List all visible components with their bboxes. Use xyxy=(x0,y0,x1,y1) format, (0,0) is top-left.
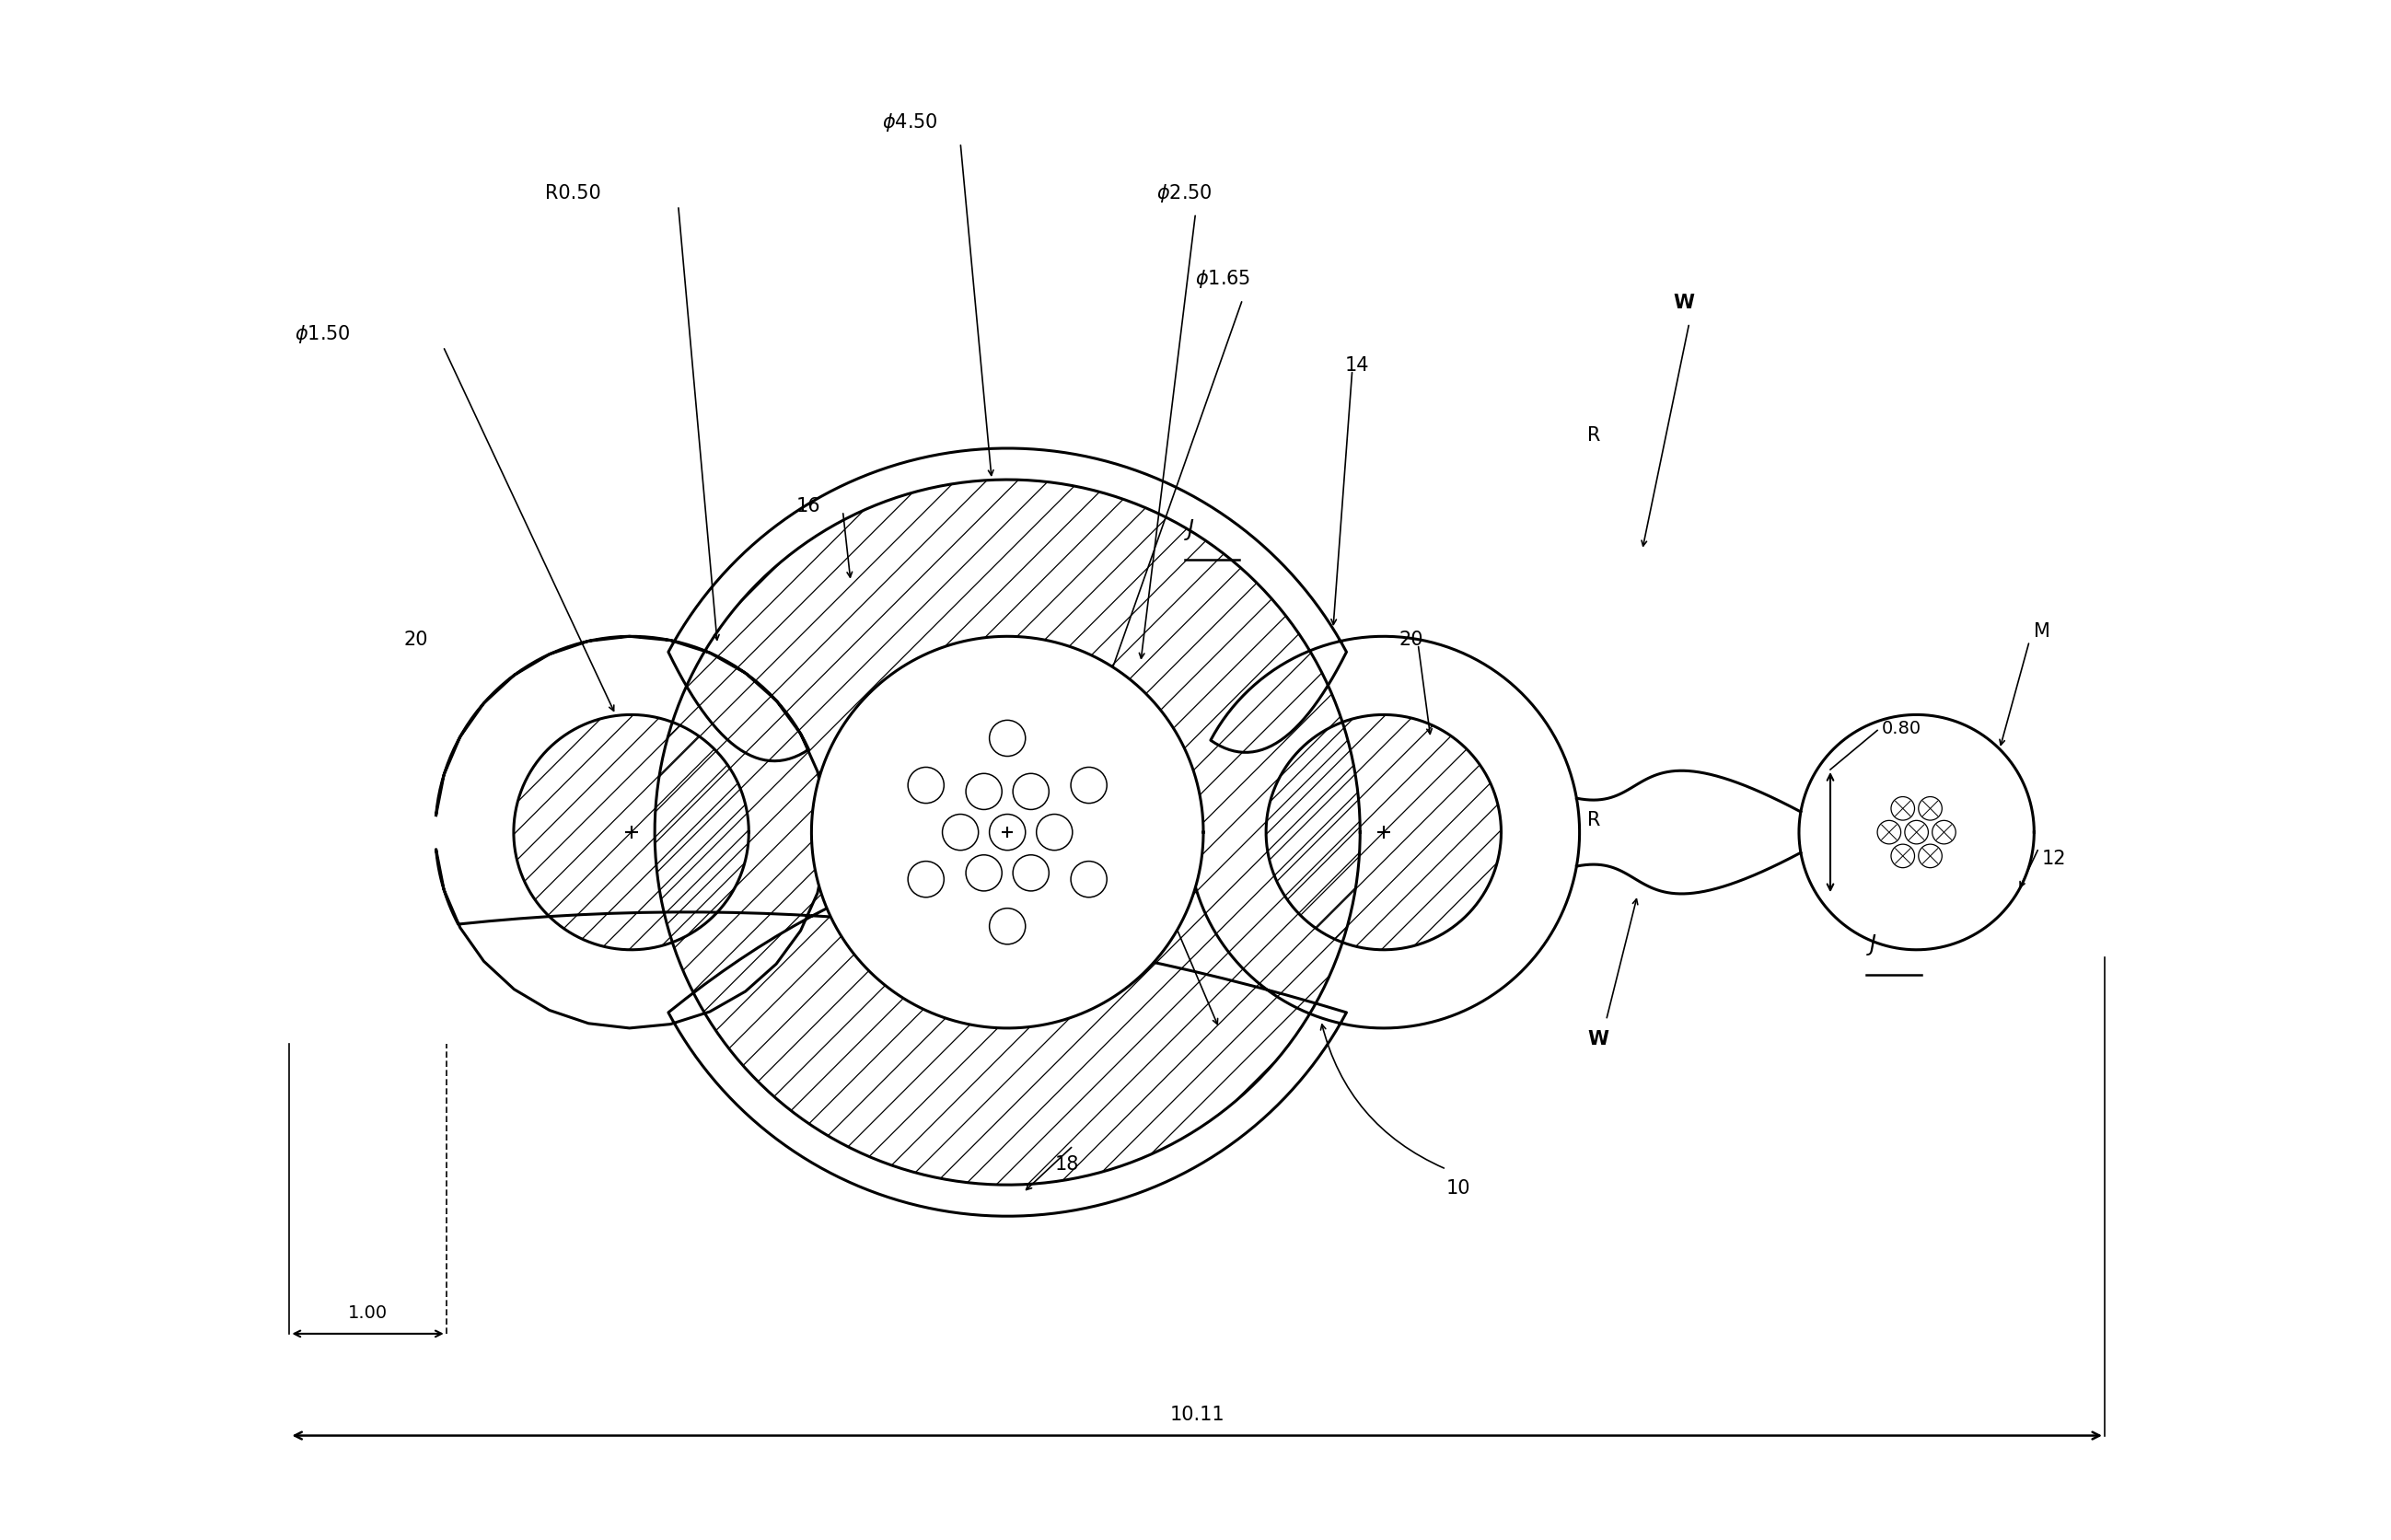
Circle shape xyxy=(1071,861,1107,898)
Circle shape xyxy=(1918,844,1941,869)
Circle shape xyxy=(990,909,1026,944)
Text: M: M xyxy=(2035,622,2051,641)
Text: 16: 16 xyxy=(1157,896,1181,915)
Polygon shape xyxy=(655,480,1360,1186)
Circle shape xyxy=(1877,821,1901,844)
Text: 20: 20 xyxy=(404,630,428,648)
Polygon shape xyxy=(435,450,1580,1217)
Circle shape xyxy=(1891,844,1915,869)
Circle shape xyxy=(990,815,1026,850)
Circle shape xyxy=(942,815,978,850)
Circle shape xyxy=(966,855,1002,892)
Text: 10: 10 xyxy=(1447,1178,1470,1197)
Text: $\phi$1.50: $\phi$1.50 xyxy=(294,323,349,345)
Text: R0.50: R0.50 xyxy=(545,183,600,202)
Text: J: J xyxy=(1188,517,1193,539)
Text: $\phi$4.50: $\phi$4.50 xyxy=(882,111,937,134)
Text: R: R xyxy=(1588,810,1600,829)
Text: $\phi$2.50: $\phi$2.50 xyxy=(1157,182,1212,203)
Text: 12: 12 xyxy=(2042,849,2066,867)
Text: 16: 16 xyxy=(796,497,820,516)
Circle shape xyxy=(1071,767,1107,804)
Polygon shape xyxy=(1576,772,1800,895)
Text: R: R xyxy=(1588,427,1600,445)
Circle shape xyxy=(909,861,944,898)
Text: 20: 20 xyxy=(1399,630,1423,648)
Circle shape xyxy=(1014,855,1050,892)
Circle shape xyxy=(966,775,1002,810)
Text: W: W xyxy=(1674,293,1695,311)
Text: $\phi$1.65: $\phi$1.65 xyxy=(1196,268,1250,290)
Circle shape xyxy=(1932,821,1956,844)
Circle shape xyxy=(909,767,944,804)
Circle shape xyxy=(1891,798,1915,821)
Text: W: W xyxy=(1588,1029,1609,1047)
Text: 14: 14 xyxy=(1344,356,1368,374)
Circle shape xyxy=(990,721,1026,756)
Text: 10.11: 10.11 xyxy=(1169,1404,1224,1423)
Text: 1.00: 1.00 xyxy=(349,1304,387,1321)
Circle shape xyxy=(1014,775,1050,810)
Circle shape xyxy=(1918,798,1941,821)
Text: 0.80: 0.80 xyxy=(1882,719,1922,736)
Polygon shape xyxy=(811,638,1203,1029)
Circle shape xyxy=(1035,815,1074,850)
Circle shape xyxy=(1906,821,1927,844)
Text: J: J xyxy=(1870,933,1877,955)
Polygon shape xyxy=(1798,715,2035,950)
Text: 18: 18 xyxy=(1054,1155,1078,1173)
